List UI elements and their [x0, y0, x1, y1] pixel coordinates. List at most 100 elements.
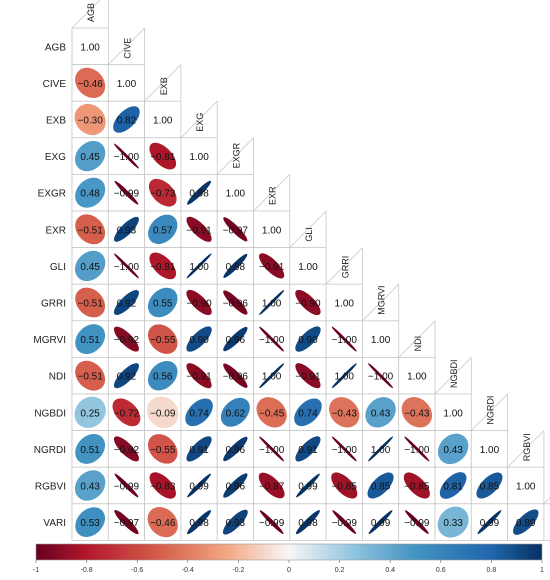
correlation-ellipse	[75, 433, 106, 464]
correlation-ellipse	[147, 324, 178, 354]
cell-mgrvi-exb: −0.55	[144, 320, 182, 358]
cell-exr-cive: 0.93	[107, 210, 146, 248]
correlation-ellipse	[186, 436, 212, 462]
cell-value-label: 0.43	[80, 482, 100, 493]
correlation-ellipse	[259, 326, 285, 352]
cell-ngbdi-ngbdi: 1.00	[434, 357, 472, 431]
cell-ngbdi-exb: −0.09	[144, 393, 182, 431]
cell-value-label: −0.46	[150, 518, 176, 529]
column-label-ndi: NDI	[413, 336, 423, 352]
column-label-gli: GLI	[304, 227, 314, 242]
cell-value-label: −0.81	[150, 262, 176, 273]
cell-value-label: 0.62	[226, 408, 246, 419]
cell-value-label: 1.00	[371, 335, 391, 346]
correlation-ellipse	[114, 180, 139, 205]
cell-mgrvi-exr: −1.00	[253, 320, 291, 358]
cell-value-label: −0.51	[77, 372, 103, 383]
column-label-exgr: EXGR	[231, 142, 241, 168]
correlation-ellipse	[368, 510, 393, 535]
cell-gli-gli: 1.00	[289, 210, 327, 285]
cell-rgbvi-exr: −0.87	[253, 466, 291, 505]
cell-value-label: −1.00	[114, 262, 140, 273]
cell-gli-exr: −0.91	[253, 247, 291, 285]
cell-value-label: −0.97	[223, 225, 249, 236]
cell-rgbvi-gli: 0.99	[289, 466, 327, 505]
cell-value-label: 1.00	[516, 482, 536, 493]
correlation-ellipse	[223, 473, 248, 498]
cell-value-label: −0.51	[77, 299, 103, 310]
cell-rgbvi-ndi: −0.85	[398, 466, 436, 505]
correlation-ellipse	[75, 177, 106, 208]
cell-value-label: 0.91	[298, 445, 318, 456]
cell-value-label: −0.45	[259, 408, 285, 419]
cell-gli-exg: 1.00	[180, 247, 218, 285]
cell-value-label: −0.55	[150, 445, 176, 456]
cell-value-label: −1.00	[259, 335, 285, 346]
cell-ndi-mgrvi: −1.00	[361, 356, 400, 395]
cell-value-label: 0.33	[443, 518, 463, 529]
correlation-ellipse	[149, 252, 177, 280]
correlation-ellipse	[75, 324, 106, 355]
correlation-ellipse	[114, 473, 139, 498]
cell-ndi-exg: −0.91	[180, 356, 218, 395]
cell-vari-exr: −0.99	[253, 503, 291, 541]
cell-value-label: 0.43	[371, 408, 391, 419]
cell-value-label: −0.72	[114, 408, 140, 419]
cell-mgrvi-mgrvi: 1.00	[361, 283, 400, 358]
cell-mgrvi-gli: 0.90	[289, 320, 327, 358]
cell-vari-ngrdi: 0.99	[470, 503, 508, 541]
cell-grri-exgr: −0.96	[216, 283, 254, 322]
cell-exr-exg: −0.91	[180, 210, 218, 248]
cell-value-label: −1.00	[332, 335, 358, 346]
column-label-rgbvi: RGBVI	[522, 433, 532, 461]
cell-ndi-agb: −0.51	[71, 356, 109, 395]
cell-value-label: 0.48	[80, 189, 100, 200]
correlation-ellipse	[365, 397, 396, 428]
correlation-ellipse	[401, 397, 433, 428]
cell-vari-ndi: −0.99	[398, 503, 436, 541]
correlation-ellipse	[112, 398, 141, 427]
correlation-ellipse	[403, 472, 430, 499]
cell-value-label: 0.92	[117, 299, 137, 310]
correlation-ellipse	[186, 253, 212, 279]
correlation-ellipse	[187, 510, 212, 535]
correlation-ellipse	[187, 473, 211, 498]
correlation-ellipse	[146, 396, 179, 429]
correlation-ellipse	[223, 363, 248, 388]
cell-value-label: −1.00	[404, 445, 430, 456]
cell-ngrdi-agb: 0.51	[71, 430, 109, 468]
column-label-agb: AGB	[86, 3, 96, 22]
cell-rgbvi-grri: −0.85	[325, 466, 363, 505]
correlation-ellipse	[147, 506, 178, 538]
cell-ngbdi-cive: −0.72	[107, 393, 146, 431]
cell-value-label: −0.92	[114, 335, 140, 346]
cell-ngrdi-mgrvi: 1.00	[361, 430, 400, 468]
cell-value-label: 0.56	[153, 372, 173, 383]
cell-vari-rgbvi: 0.89	[507, 503, 545, 541]
colorbar-tick-label: -0.4	[182, 567, 194, 574]
cell-value-label: 0.89	[516, 518, 536, 529]
correlation-ellipse	[367, 472, 394, 499]
correlation-ellipse	[185, 398, 213, 427]
column-labels: AGB CIVE EXB EXG EXGR EXR GLI GRRI MGRVI NDI NGBDI…	[86, 3, 532, 461]
cell-value-label: −0.90	[186, 299, 212, 310]
correlation-ellipse	[331, 472, 358, 499]
correlation-ellipse	[75, 214, 106, 245]
cell-gli-cive: −1.00	[107, 247, 146, 285]
cell-value-label: −0.87	[259, 482, 285, 493]
cell-value-label: −0.73	[150, 189, 176, 200]
correlation-ellipse	[223, 436, 248, 462]
cell-value-label: 1.00	[80, 42, 100, 53]
correlation-ellipse	[114, 216, 139, 242]
cell-vari-cive: −0.97	[107, 503, 146, 541]
correlation-ellipse	[295, 363, 321, 389]
cell-value-label: −0.96	[223, 299, 249, 310]
cell-value-label: −0.46	[77, 79, 103, 90]
cell-value-label: 0.92	[117, 372, 137, 383]
cell-value-label: 1.00	[153, 116, 173, 127]
cell-value-label: 0.98	[298, 518, 318, 529]
correlation-ellipse	[223, 326, 248, 352]
cell-value-label: −1.00	[368, 372, 394, 383]
row-label-exb: EXB	[46, 116, 66, 127]
cell-ndi-ndi: 1.00	[398, 320, 436, 395]
